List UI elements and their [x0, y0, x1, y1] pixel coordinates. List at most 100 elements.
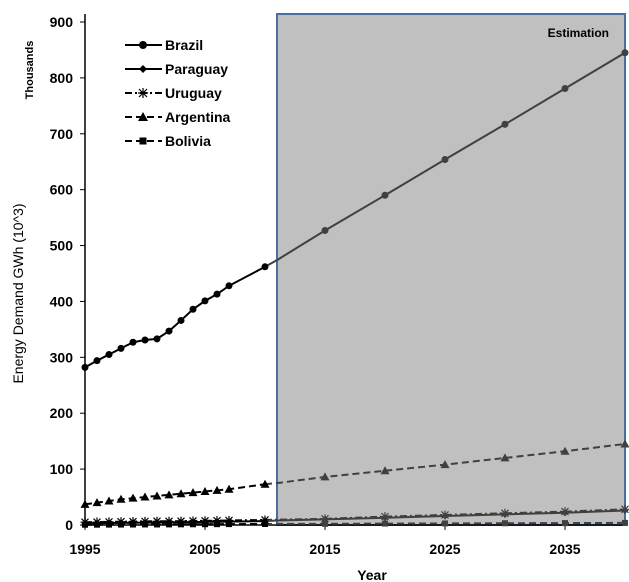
point-marker [620, 439, 629, 448]
point-marker [128, 493, 138, 502]
point-marker [560, 446, 570, 455]
point-marker [500, 453, 510, 462]
point-marker [213, 290, 221, 298]
series-argentina [80, 439, 629, 508]
point-marker [141, 336, 149, 344]
point-marker [225, 282, 233, 290]
observed-line [84, 265, 266, 369]
point-marker [81, 519, 89, 527]
legend-item: Bolivia [125, 133, 211, 149]
x-tick-label: 2035 [549, 541, 580, 557]
point-marker [261, 263, 269, 271]
point-marker [164, 490, 174, 499]
point-marker [501, 510, 509, 518]
point-marker [165, 327, 173, 335]
x-tick-label: 2025 [429, 541, 460, 557]
y-tick-label: 500 [50, 238, 74, 254]
point-marker [93, 357, 101, 365]
point-marker [80, 499, 90, 508]
estimation-region [276, 13, 626, 526]
point-marker [201, 297, 209, 305]
point-marker [441, 512, 449, 520]
projection-line [264, 521, 626, 525]
series-paraguay [81, 506, 629, 527]
point-marker [502, 520, 508, 527]
point-marker [381, 191, 389, 199]
point-marker [81, 363, 89, 371]
point-marker [201, 518, 209, 526]
point-marker [116, 494, 126, 503]
y-tick-label: 900 [50, 14, 74, 30]
x-tick-label: 1995 [69, 541, 100, 557]
estimation-label: Estimation [548, 26, 609, 40]
point-marker [140, 492, 150, 501]
y-unit-note: Thousands [24, 41, 36, 100]
point-marker [321, 515, 329, 523]
point-marker [138, 112, 148, 121]
point-marker [225, 518, 233, 526]
point-marker [153, 335, 161, 343]
axes: 0 100 200 300 400 500 600 700 800 900 1995 2005 2015… [50, 14, 625, 557]
y-tick-label: 0 [65, 517, 73, 533]
point-marker [105, 519, 113, 527]
y-tick-label: 700 [50, 126, 74, 142]
legend: Brazil Paraguay Uruguay Argentina Bolivia [125, 37, 231, 149]
point-marker [189, 305, 197, 313]
projection-line [264, 509, 626, 523]
legend-label: Uruguay [165, 85, 222, 101]
point-marker [129, 338, 137, 346]
point-marker [562, 520, 568, 527]
point-marker [442, 520, 448, 527]
legend-item: Argentina [125, 109, 231, 125]
point-marker [117, 344, 125, 352]
legend-label: Paraguay [165, 61, 228, 77]
point-marker [141, 519, 149, 527]
point-marker [224, 484, 234, 493]
point-marker [188, 488, 198, 497]
point-marker [177, 316, 185, 324]
legend-item: Brazil [125, 37, 203, 53]
point-marker [93, 519, 101, 527]
x-tick-label: 2005 [189, 541, 220, 557]
point-marker [382, 520, 388, 527]
series-layer [80, 49, 629, 528]
projection-line [264, 51, 626, 268]
point-marker [117, 519, 125, 527]
y-tick-label: 100 [50, 461, 74, 477]
series-brazil [81, 49, 629, 371]
point-marker [501, 120, 509, 128]
point-marker [105, 351, 113, 359]
point-marker [153, 519, 161, 527]
legend-item: Paraguay [125, 61, 228, 77]
x-tick-label: 2015 [309, 541, 340, 557]
y-tick-label: 300 [50, 349, 74, 365]
y-tick-label: 400 [50, 293, 74, 309]
y-tick-label: 600 [50, 182, 74, 198]
x-axis-title: Year [357, 567, 387, 582]
observed-line [84, 483, 266, 506]
point-marker [320, 472, 330, 481]
y-axis-title: Energy Demand GWh (10^3) [10, 203, 26, 383]
point-marker [561, 85, 569, 93]
y-tick-label: 800 [50, 70, 74, 86]
point-marker [441, 155, 449, 163]
legend-label: Bolivia [165, 133, 211, 149]
point-marker [260, 479, 270, 488]
point-marker [139, 65, 147, 73]
point-marker [261, 517, 269, 525]
point-marker [380, 466, 390, 475]
point-marker [621, 49, 629, 57]
point-marker [321, 226, 329, 234]
point-marker [165, 518, 173, 526]
point-marker [189, 518, 197, 526]
legend-item: Uruguay [125, 85, 222, 101]
point-marker [381, 514, 389, 522]
point-marker [138, 88, 148, 98]
point-marker [212, 485, 222, 494]
point-marker [200, 486, 210, 495]
projection-line [264, 442, 626, 486]
point-marker [139, 41, 147, 49]
point-marker [561, 509, 569, 517]
point-marker [152, 491, 162, 500]
